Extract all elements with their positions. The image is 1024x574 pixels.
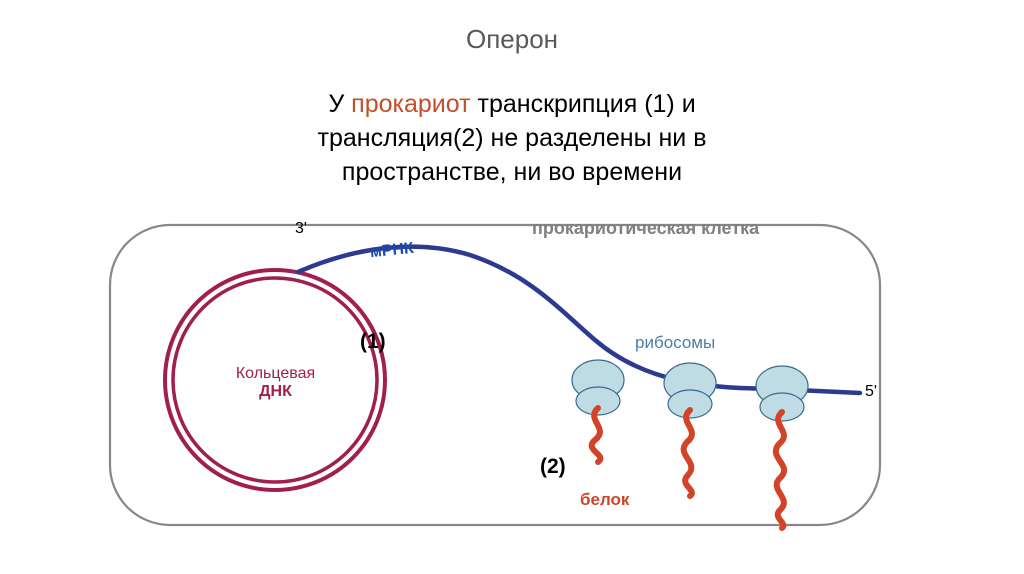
dna-label-line2: ДНК xyxy=(259,383,292,400)
description-text: У прокариот транскрипция (1) и трансляци… xyxy=(0,88,1024,189)
cell-label: прокариотическая клетка xyxy=(532,218,759,239)
protein-label: белок xyxy=(580,490,629,510)
ribosomes-label: рибосомы xyxy=(635,333,715,353)
protein-3 xyxy=(776,412,784,528)
desc-highlight: прокариот xyxy=(351,90,470,118)
diagram-area: прокариотическая клетка 3' 5' мРНК рибос… xyxy=(100,200,890,540)
five-prime-label: 5' xyxy=(865,383,877,401)
desc-prefix: У xyxy=(328,90,351,118)
page-title: Оперон xyxy=(0,24,1024,55)
number-1-label: (1) xyxy=(360,330,386,354)
protein-2 xyxy=(684,410,692,496)
desc-line3: пространстве, ни во времени xyxy=(342,158,682,186)
three-prime-label: 3' xyxy=(295,220,307,238)
dna-label: Кольцевая ДНК xyxy=(228,365,323,401)
desc-line2: трансляция(2) не разделены ни в xyxy=(318,124,707,152)
diagram-svg xyxy=(100,200,890,540)
number-2-label: (2) xyxy=(540,455,566,479)
desc-mid1: транскрипция (1) и xyxy=(471,90,696,118)
protein-1 xyxy=(592,408,601,462)
dna-label-line1: Кольцевая xyxy=(236,365,315,382)
